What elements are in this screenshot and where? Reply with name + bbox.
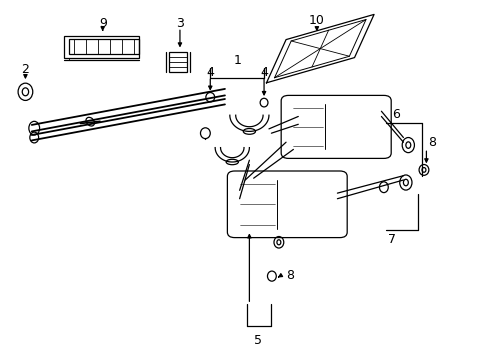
Text: 6: 6: [391, 108, 399, 121]
Text: 3: 3: [176, 17, 183, 30]
Text: 4: 4: [206, 66, 214, 78]
Text: 2: 2: [21, 63, 29, 76]
Bar: [63, 36, 139, 58]
Text: 9: 9: [99, 17, 106, 30]
Text: 8: 8: [285, 269, 293, 282]
Bar: [168, 52, 187, 72]
Bar: [69, 39, 139, 54]
Text: 4: 4: [260, 66, 267, 78]
Text: 1: 1: [233, 54, 241, 67]
Text: 8: 8: [427, 136, 435, 149]
Text: 7: 7: [387, 233, 395, 246]
Text: 5: 5: [254, 334, 262, 347]
Text: 10: 10: [308, 14, 324, 27]
